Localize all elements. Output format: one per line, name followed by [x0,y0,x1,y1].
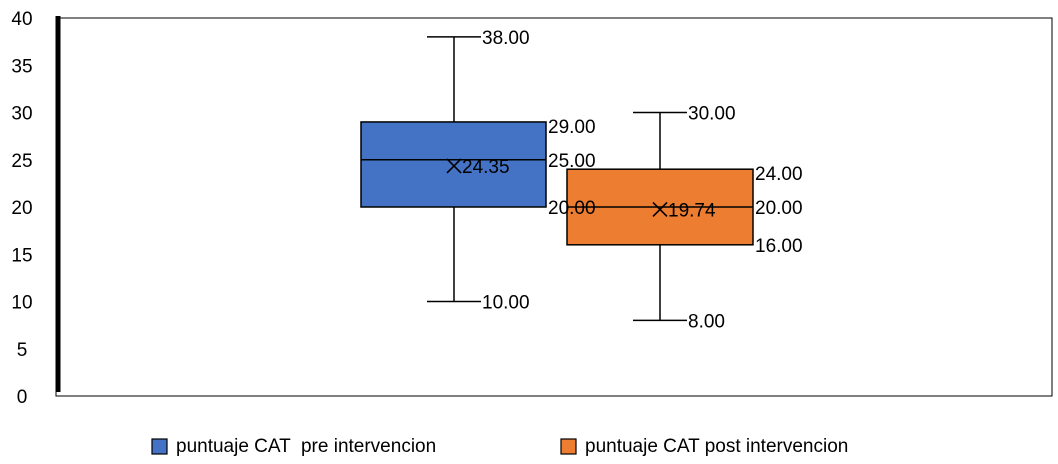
min-value-label: 10.00 [482,293,530,314]
legend-label: puntuaje CAT pre intervencion [176,436,436,457]
box-series-1 [360,36,547,303]
max-value-label: 38.00 [482,28,530,49]
median-value-label: 20.00 [755,198,803,219]
mean-value-label: 24.35 [462,157,510,178]
q1-value-label: 16.00 [755,236,803,257]
box-series-2 [566,111,754,322]
legend-item-2: puntuaje CAT post intervencion [560,436,848,457]
legend-label: puntuaje CAT post intervencion [585,436,848,457]
min-value-label: 8.00 [688,311,725,332]
y-tick-label: 30 [11,104,32,125]
y-tick-label: 40 [11,9,32,30]
y-tick-label: 35 [11,56,32,77]
mean-marker [652,201,668,218]
q1-value-label: 20.00 [548,198,596,219]
legend-swatch [151,438,168,455]
mean-value-label: 19.74 [668,200,716,221]
legend-swatch [560,438,577,455]
y-tick-label: 15 [11,245,32,266]
y-tick-label: 5 [17,340,28,361]
median-value-label: 25.00 [548,151,596,172]
y-tick-label: 0 [17,387,28,408]
q3-value-label: 29.00 [548,117,596,138]
y-tick-label: 25 [11,151,32,172]
q3-value-label: 24.00 [755,164,803,185]
plot-area-frame [55,17,1053,397]
y-tick-label: 20 [11,198,32,219]
y-tick-label: 10 [11,293,32,314]
legend-item-1: puntuaje CAT pre intervencion [151,436,436,457]
max-value-label: 30.00 [688,104,736,125]
mean-marker [446,158,462,174]
